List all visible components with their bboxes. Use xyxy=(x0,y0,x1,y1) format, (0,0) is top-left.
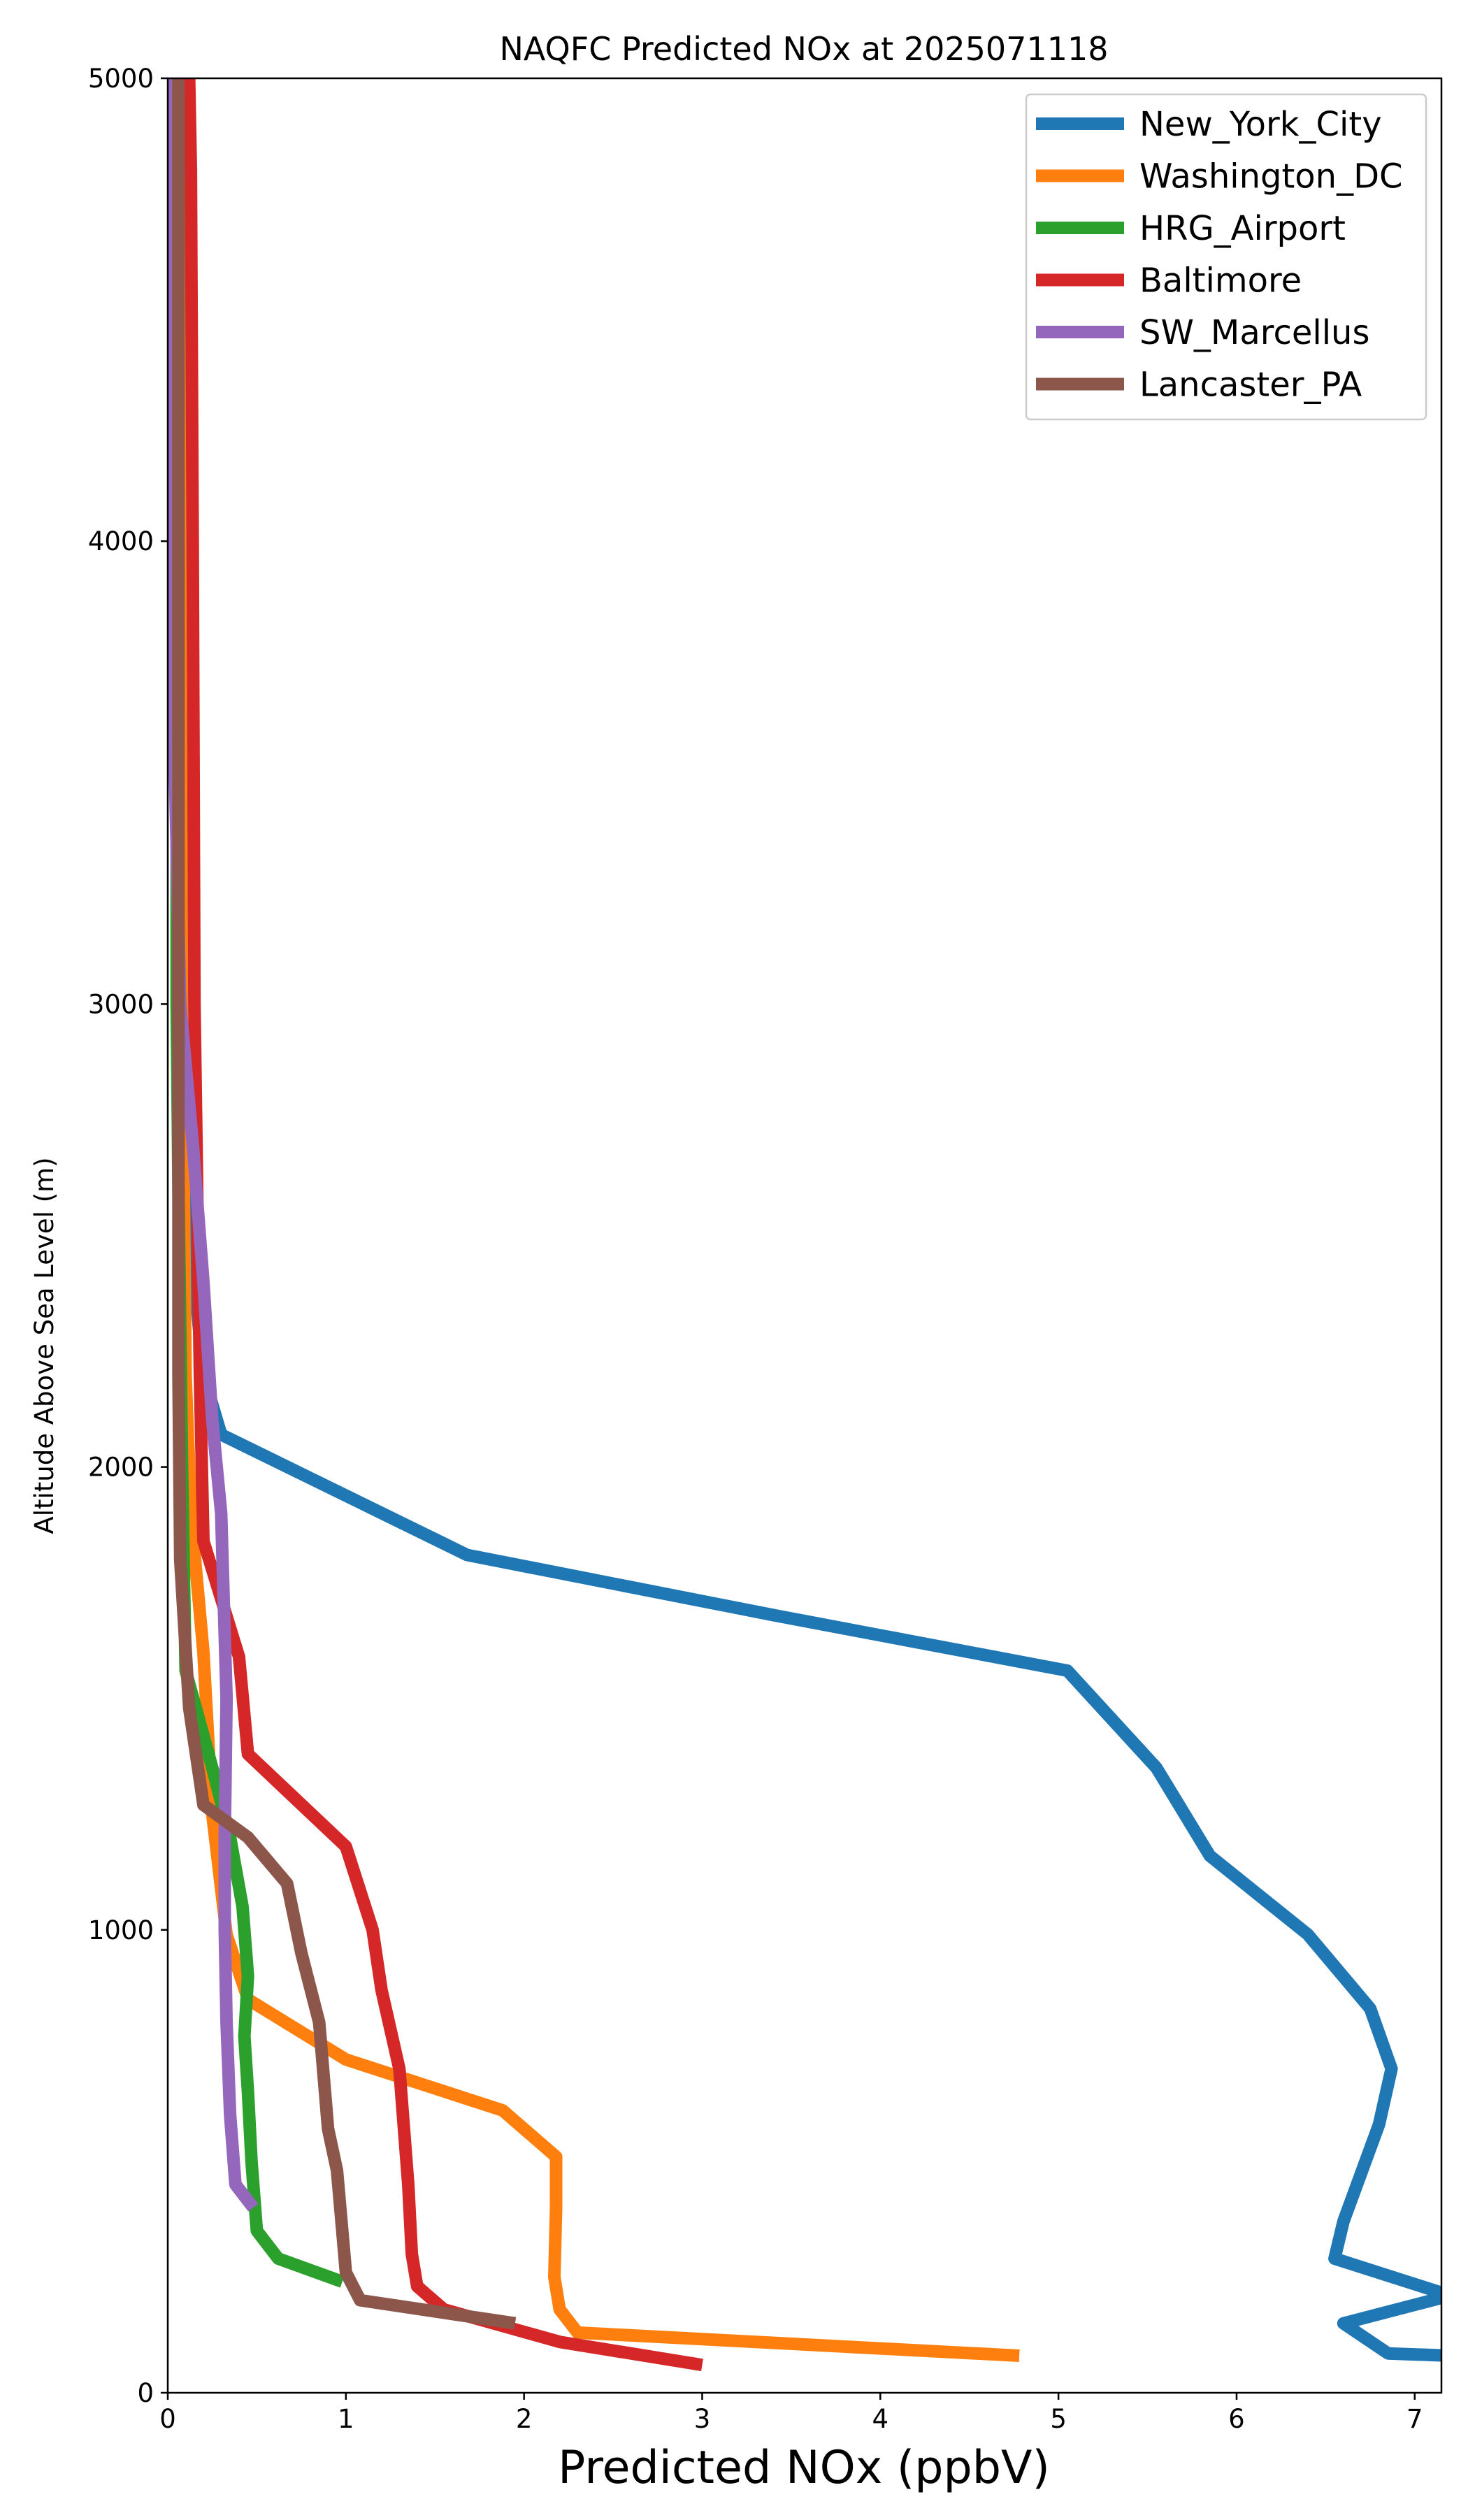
legend-label-washington-dc: Washington_DC xyxy=(1139,157,1403,196)
x-tick-label: 5 xyxy=(1050,2404,1067,2434)
y-tick-label: 4000 xyxy=(88,526,154,556)
legend: New_York_City Washington_DC HRG_Airport Bal… xyxy=(1025,93,1427,421)
axes: 0 1 2 3 4 5 6 7 0 1000 2000 3000 4000 5000 xyxy=(88,64,1443,2434)
plot-area xyxy=(168,78,1441,2372)
legend-label-hrg-airport: HRG_Airport xyxy=(1139,209,1346,248)
y-axis-label: Altitude Above Sea Level (m) xyxy=(29,1157,59,1534)
legend-label-sw-marcellus: SW_Marcellus xyxy=(1139,313,1369,352)
y-tick-label: 0 xyxy=(137,2378,154,2408)
legend-label-lancaster-pa: Lancaster_PA xyxy=(1139,366,1362,405)
x-tick-label: 3 xyxy=(694,2404,711,2434)
legend-label-new-york-city: New_York_City xyxy=(1139,105,1382,144)
chart-title: NAQFC Predicted NOx at 2025071118 xyxy=(499,30,1108,68)
y-tick-label: 1000 xyxy=(88,1915,154,1945)
x-tick-label: 0 xyxy=(159,2404,176,2434)
x-tick-label: 2 xyxy=(516,2404,533,2434)
x-tick-label: 6 xyxy=(1228,2404,1245,2434)
legend-label-baltimore: Baltimore xyxy=(1139,261,1302,301)
series-lines xyxy=(168,78,1441,2372)
x-axis-label: Predicted NOx (ppbV) xyxy=(558,2442,1050,2494)
y-tick-label: 3000 xyxy=(88,989,154,1019)
x-tick-label: 7 xyxy=(1406,2404,1423,2434)
series-line-lancaster-pa xyxy=(172,78,517,2330)
y-tick-label: 5000 xyxy=(88,64,154,94)
legend-box xyxy=(1025,93,1427,421)
plot-frame xyxy=(166,77,1443,2394)
y-tick-label: 2000 xyxy=(88,1453,154,1483)
x-tick-label: 1 xyxy=(338,2404,354,2434)
series-line-baltimore xyxy=(182,78,703,2372)
x-tick-label: 4 xyxy=(872,2404,889,2434)
